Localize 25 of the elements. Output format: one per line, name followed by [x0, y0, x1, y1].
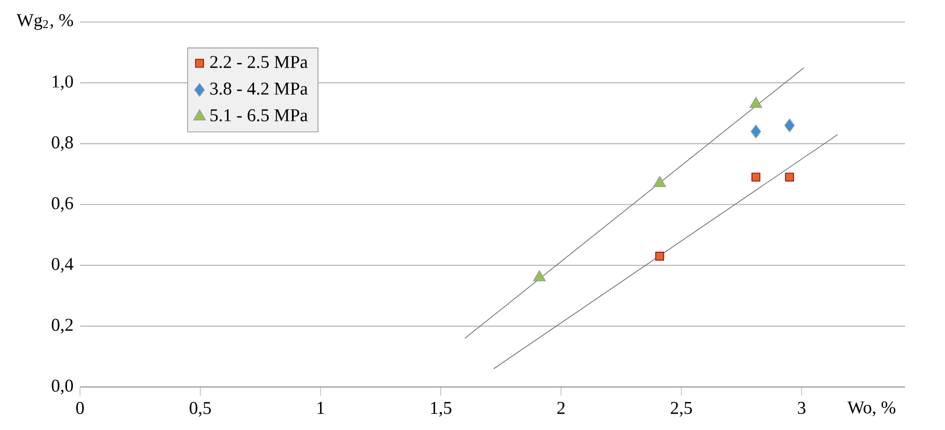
- x-tick-label: 1: [318, 402, 324, 414]
- point: [533, 270, 546, 282]
- x-tick-label: 3: [798, 402, 806, 414]
- y-tick-label: 0,4: [52, 258, 74, 273]
- point: [655, 252, 664, 261]
- y-tick-label: 0,0: [52, 380, 73, 394]
- y-tick-label: 0,2: [52, 318, 73, 334]
- x-tick-label: 0: [76, 402, 84, 414]
- x-tick-label: 0,5: [190, 402, 211, 417]
- point: [750, 124, 762, 138]
- legend-label: 2.2 - 2.5 MPa: [210, 56, 308, 68]
- x-tick-label: 1,5: [431, 402, 452, 417]
- y-axis-title: Wg$_{2}$, %: [16, 14, 74, 30]
- point: [653, 176, 666, 188]
- legend-label: 5.1 - 6.5 MPa: [210, 109, 308, 122]
- legend-label: 3.8 - 4.2 MPa: [210, 82, 308, 95]
- point: [785, 172, 794, 182]
- y-tick-label: 1,0: [52, 75, 73, 90]
- y-tick-label: 0,6: [52, 197, 74, 212]
- x-axis-title: Wo, %: [847, 401, 896, 416]
- point: [751, 172, 760, 182]
- x-tick-label: 2: [557, 402, 565, 414]
- point: [784, 118, 795, 132]
- y-tick-label: 0,8: [52, 136, 73, 152]
- x-tick-label: 2,5: [670, 402, 692, 417]
